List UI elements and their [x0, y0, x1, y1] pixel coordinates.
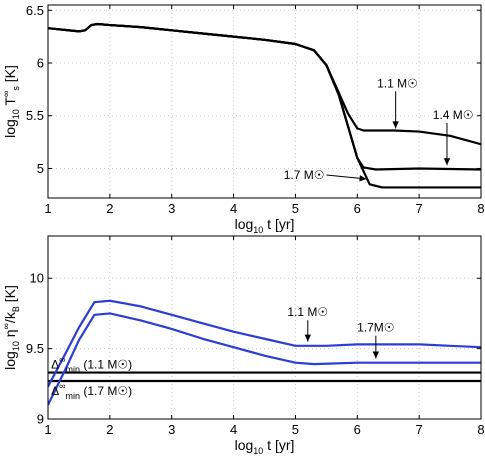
plot-frame: [47, 235, 482, 420]
x-tick-label: 6: [354, 422, 361, 437]
y-tick-label: 9: [37, 412, 44, 427]
series-line: [48, 299, 481, 388]
x-tick-label: 3: [168, 201, 175, 216]
y-tick-label: 5: [37, 161, 44, 176]
x-tick-label: 2: [106, 201, 113, 216]
delta-min-label: Δ∞min (1.7 M☉): [51, 381, 132, 401]
annotation-label: 1.4 M☉: [433, 108, 474, 122]
y-tick-label: 9.5: [26, 341, 44, 356]
series-line: [48, 22, 481, 189]
x-tick-label: 3: [168, 422, 175, 437]
annotation-label: 1.1 M☉: [377, 76, 418, 90]
x-axis-label: log10 t [yr]: [235, 437, 295, 456]
x-axis-label: log10 t [yr]: [235, 216, 295, 235]
x-tick-label: 8: [477, 201, 484, 216]
annotation-arrow-head: [372, 351, 380, 359]
x-tick-label: 7: [416, 422, 423, 437]
series-line: [48, 22, 481, 171]
annotation-label: 1.7 M☉: [284, 168, 325, 182]
top-panel-temperature: 1 2 3 4 5 6 7 8 5 5.5 6 6.5 log10 t [yr] log10 T∞s [K…: [1, 3, 485, 235]
y-axis-label: log10 T∞s [K]: [1, 65, 21, 138]
y-axis-label: log10 η∞/kB [K]: [1, 285, 21, 370]
x-tick-label: 6: [354, 201, 361, 216]
x-tick-label: 2: [106, 422, 113, 437]
series-line: [48, 312, 481, 406]
plot-frame: [47, 4, 482, 199]
annotation-label: 1.1 M☉: [287, 305, 328, 319]
annotation-arrow-head: [443, 158, 451, 166]
delta-min-label: Δ∞min (1.1 M☉): [51, 354, 132, 374]
x-tick-label: 4: [230, 422, 237, 437]
x-tick-label: 4: [230, 201, 237, 216]
annotation-arrow-head: [359, 175, 367, 182]
y-tick-label: 6.5: [26, 3, 44, 18]
annotation-arrow-head: [392, 121, 399, 129]
x-tick-label: 8: [477, 422, 484, 437]
annotation-label: 1.7M☉: [357, 321, 394, 335]
y-tick-label: 5.5: [26, 108, 44, 123]
y-tick-label: 10: [30, 271, 44, 286]
annotation-arrow-head: [304, 334, 311, 342]
x-tick-label: 1: [44, 201, 51, 216]
x-tick-label: 5: [292, 201, 299, 216]
x-tick-label: 1: [44, 422, 51, 437]
bottom-panel-gap: 1 2 3 4 5 6 7 8 9 9.5 10 log10 t [yr] log10 η∞/kB [K…: [1, 235, 485, 456]
x-tick-label: 5: [292, 422, 299, 437]
y-tick-label: 6: [37, 56, 44, 71]
x-tick-label: 7: [416, 201, 423, 216]
